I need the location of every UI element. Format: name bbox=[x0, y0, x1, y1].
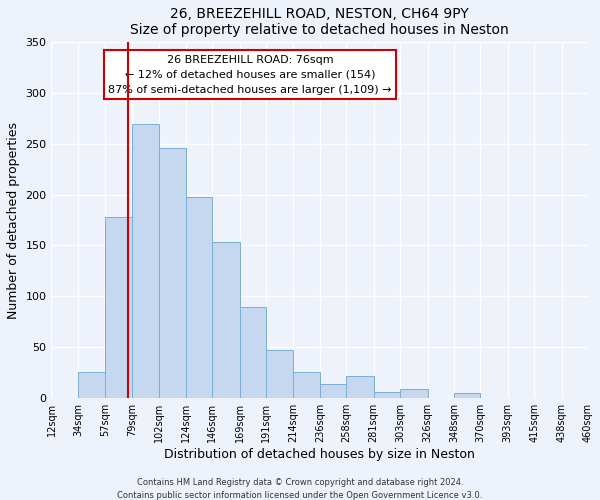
Bar bbox=[374, 392, 400, 398]
Bar bbox=[266, 350, 293, 398]
Bar bbox=[346, 376, 374, 398]
Title: 26, BREEZEHILL ROAD, NESTON, CH64 9PY
Size of property relative to detached hous: 26, BREEZEHILL ROAD, NESTON, CH64 9PY Si… bbox=[130, 7, 509, 37]
Text: Contains HM Land Registry data © Crown copyright and database right 2024.
Contai: Contains HM Land Registry data © Crown c… bbox=[118, 478, 482, 500]
Bar bbox=[212, 242, 239, 398]
Bar bbox=[78, 372, 106, 398]
Bar bbox=[400, 388, 428, 398]
Bar bbox=[454, 392, 480, 398]
Bar bbox=[239, 308, 266, 398]
Bar bbox=[159, 148, 185, 398]
Bar bbox=[106, 217, 132, 398]
Bar bbox=[320, 384, 346, 398]
X-axis label: Distribution of detached houses by size in Neston: Distribution of detached houses by size … bbox=[164, 448, 475, 460]
Bar bbox=[293, 372, 320, 398]
Y-axis label: Number of detached properties: Number of detached properties bbox=[7, 122, 20, 318]
Bar bbox=[132, 124, 159, 398]
Text: 26 BREEZEHILL ROAD: 76sqm
← 12% of detached houses are smaller (154)
87% of semi: 26 BREEZEHILL ROAD: 76sqm ← 12% of detac… bbox=[108, 55, 392, 94]
Bar bbox=[185, 197, 212, 398]
